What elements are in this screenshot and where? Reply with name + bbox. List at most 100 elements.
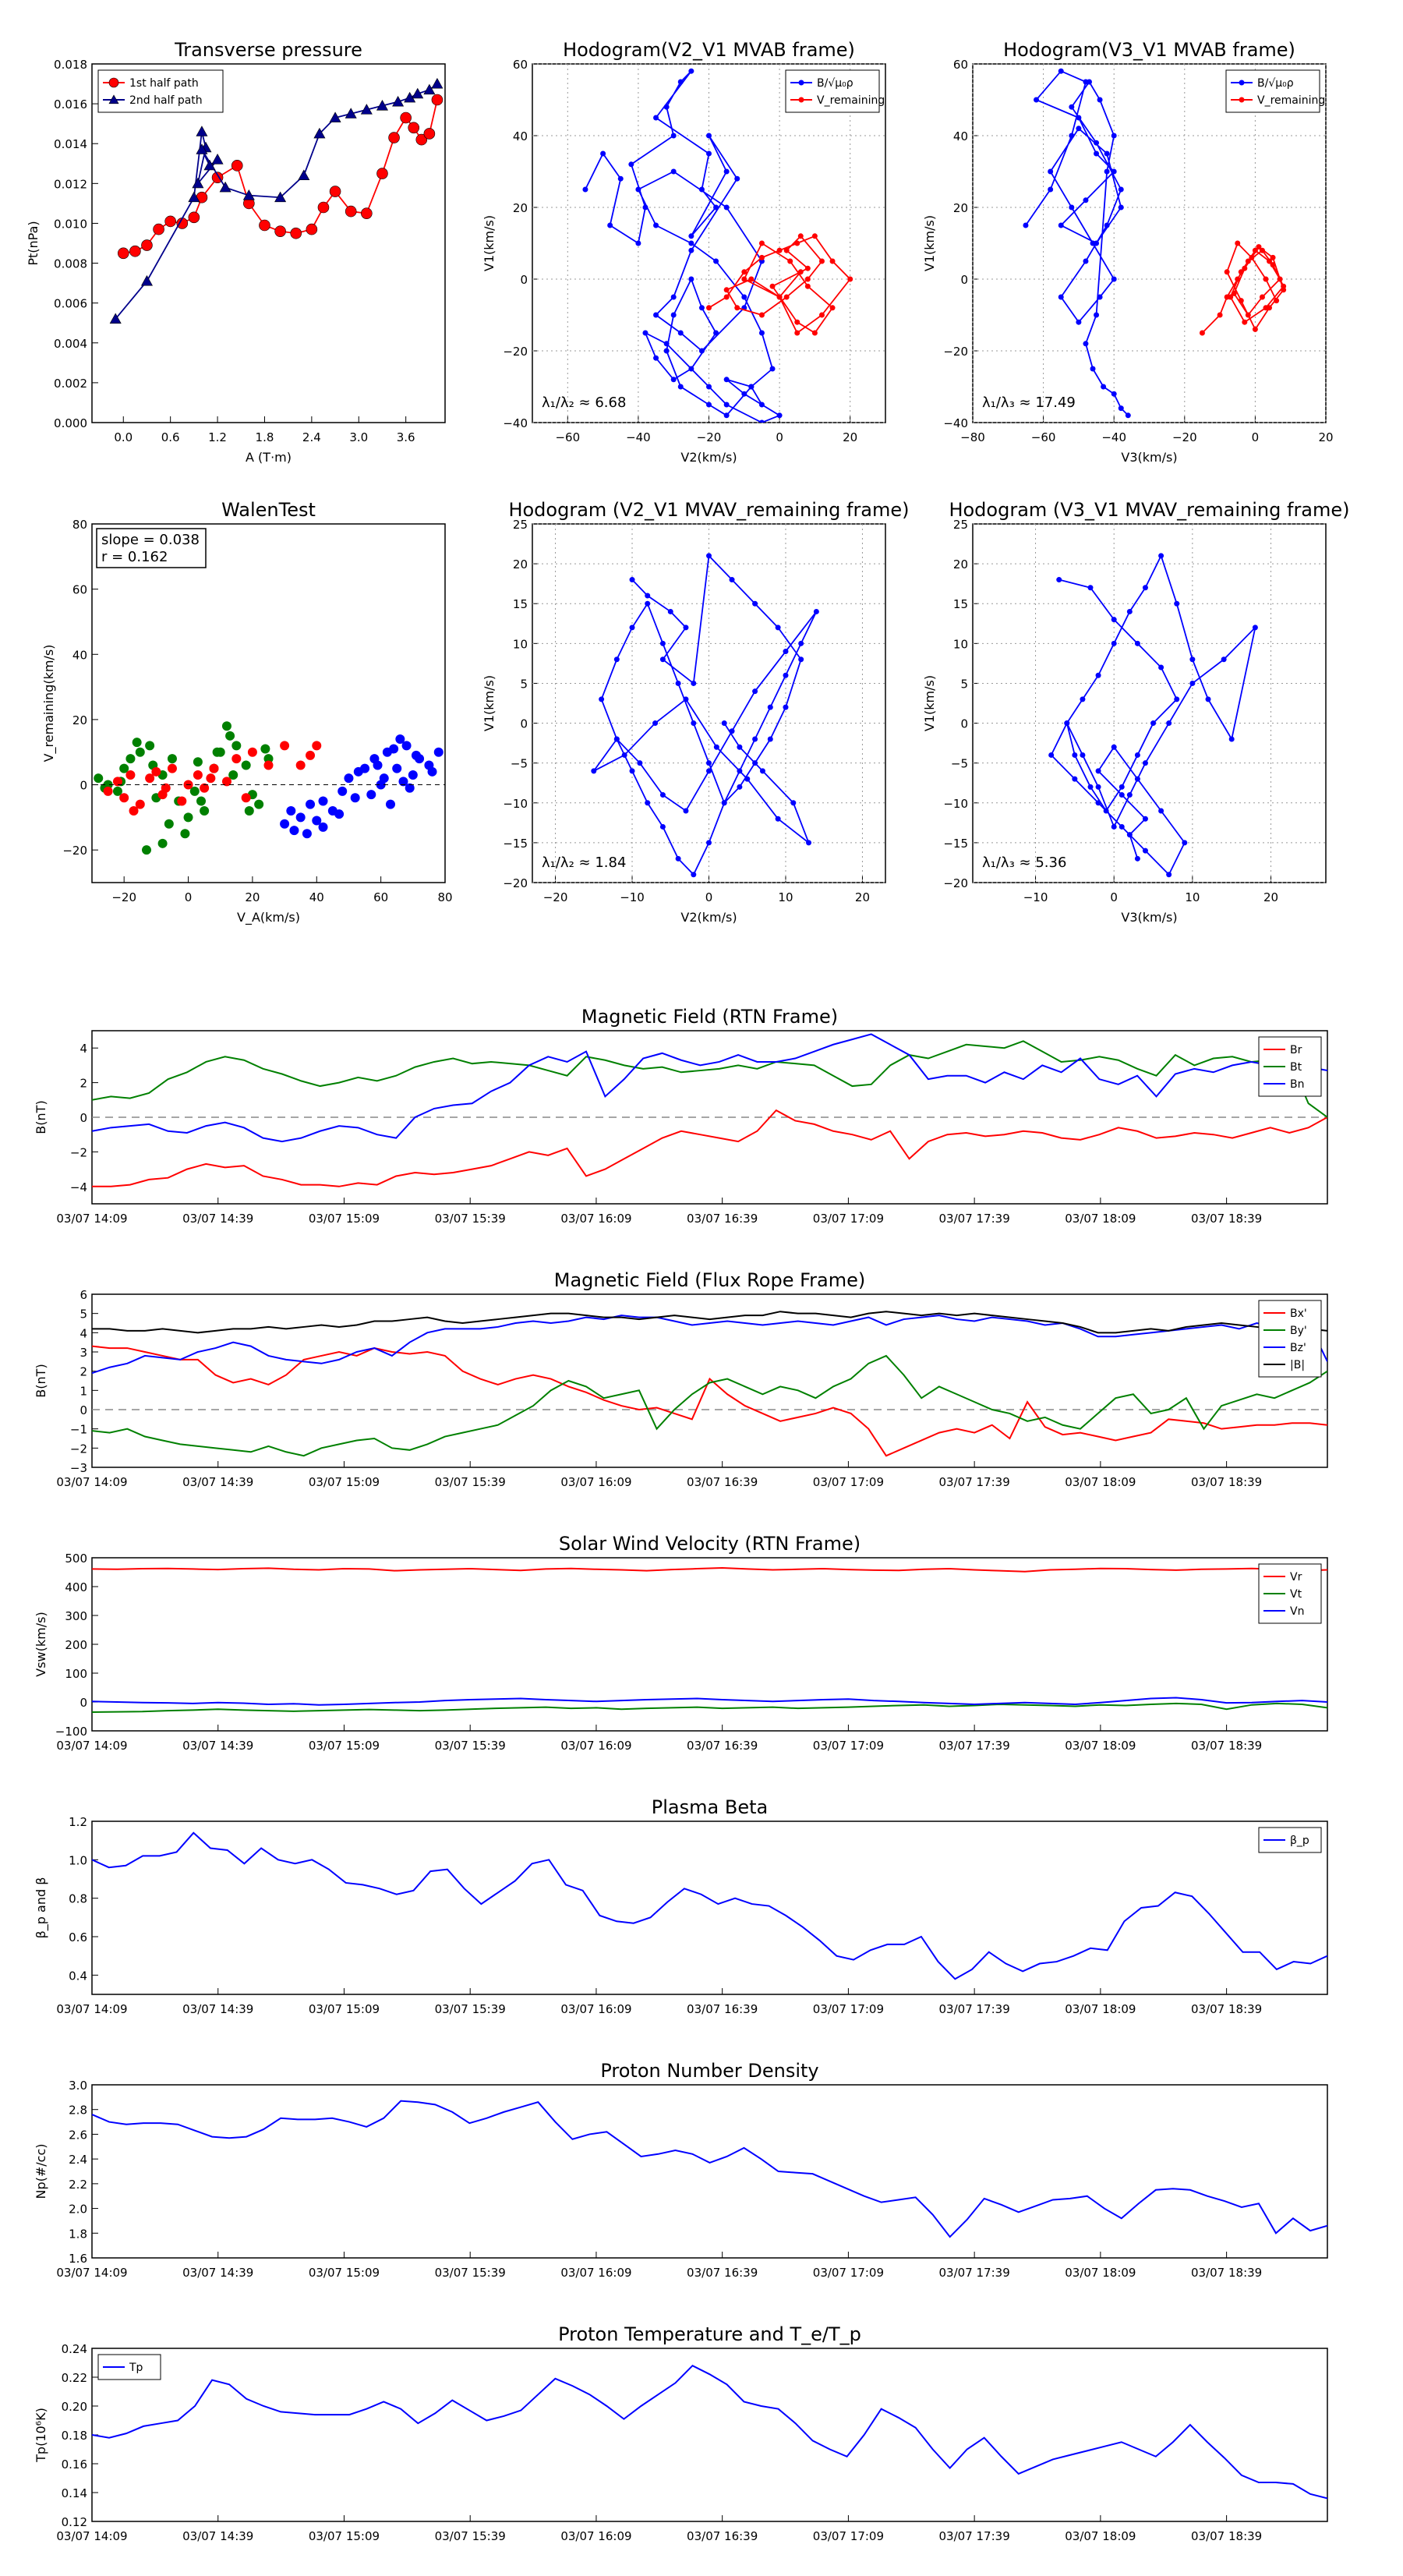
data-point	[329, 111, 341, 122]
x-tick-label: 03/07 18:09	[1065, 1475, 1136, 1489]
data-point	[653, 115, 659, 121]
data-point	[280, 819, 290, 829]
x-tick-label: 3.6	[397, 430, 415, 444]
y-tick-label: 20	[513, 557, 528, 571]
data-point	[263, 754, 274, 764]
y-tick-label: 0.22	[62, 2371, 87, 2385]
data-point	[1238, 269, 1244, 275]
y-tick-label: 60	[72, 583, 87, 597]
x-tick-label: −60	[1031, 430, 1056, 444]
data-point	[1048, 752, 1055, 758]
chart-solar_wind: Solar Wind Velocity (RTN Frame) −100 0 100 2…	[34, 1533, 1328, 1753]
data-point	[376, 168, 388, 179]
data-point	[196, 143, 208, 154]
data-point	[713, 204, 719, 211]
data-point	[783, 672, 789, 678]
x-tick-label: 03/07 16:39	[687, 1475, 758, 1489]
data-point	[1199, 330, 1205, 336]
x-tick-label: 03/07 17:39	[939, 2002, 1010, 2016]
y-tick-label: 0	[520, 717, 528, 731]
data-point	[376, 100, 388, 111]
y-tick-label: 20	[513, 201, 528, 215]
y-tick-label: 0.010	[54, 217, 87, 231]
x-tick-label: 03/07 17:39	[939, 2266, 1010, 2280]
chart-title: Plasma Beta	[652, 1796, 768, 1818]
x-tick-label: 03/07 16:09	[560, 1475, 631, 1489]
data-point	[119, 793, 129, 803]
legend-label: V_remaining	[1257, 94, 1325, 107]
series-group	[109, 77, 444, 324]
data-point	[125, 770, 136, 780]
data-point	[241, 760, 251, 770]
data-point	[196, 796, 207, 806]
data-point	[212, 747, 222, 757]
y-tick-label: 0.24	[62, 2342, 87, 2356]
data-point	[783, 704, 789, 710]
x-axis-label: A (T·m)	[246, 450, 292, 465]
y-axis-label: B(nT)	[34, 1364, 48, 1397]
data-point	[1142, 847, 1148, 854]
y-tick-label: 10	[953, 637, 968, 651]
data-point	[180, 829, 190, 839]
data-point	[798, 656, 804, 663]
data-point	[1182, 840, 1188, 846]
y-tick-label: 0.000	[54, 416, 87, 430]
data-point	[1235, 240, 1241, 246]
data-point	[748, 384, 755, 390]
data-point	[600, 150, 606, 157]
x-tick-label: 03/07 16:09	[560, 2002, 631, 2016]
series-group	[591, 553, 819, 878]
data-point	[1095, 768, 1101, 774]
x-tick-label: 03/07 18:39	[1191, 2529, 1262, 2543]
data-point	[259, 219, 270, 232]
chart-title: Hodogram(V3_V1 MVAB frame)	[1003, 39, 1295, 61]
data-point	[741, 269, 747, 275]
series-b--line	[1025, 70, 1129, 416]
annotation-text: λ₁/λ₂ ≈ 1.84	[542, 855, 626, 871]
legend-label: β_p	[1290, 1835, 1309, 1847]
x-tick-label: 03/07 18:09	[1065, 2529, 1136, 2543]
data-point	[1134, 752, 1140, 758]
data-point	[670, 133, 677, 139]
series-np-line	[92, 2100, 1327, 2238]
legend-marker	[108, 77, 119, 88]
y-axis-label: V1(km/s)	[922, 675, 937, 731]
data-point	[752, 600, 758, 607]
x-tick-label: 03/07 16:39	[687, 1739, 758, 1753]
data-point	[670, 377, 677, 383]
data-point	[818, 312, 825, 318]
y-tick-label: 1.0	[69, 1853, 87, 1867]
data-point	[783, 649, 789, 655]
data-point	[1267, 305, 1273, 311]
data-point	[345, 108, 357, 119]
data-point	[1134, 640, 1140, 646]
data-point	[683, 808, 689, 814]
series-v-remaining-line	[709, 235, 851, 334]
data-point	[1281, 287, 1287, 293]
data-point	[1221, 656, 1227, 663]
x-tick-label: 1.8	[256, 430, 274, 444]
x-tick-label: 03/07 14:39	[182, 1739, 253, 1753]
chart-title: Solar Wind Velocity (RTN Frame)	[559, 1533, 861, 1555]
data-point	[758, 419, 765, 423]
annotation-frame	[96, 528, 207, 568]
data-point	[1095, 800, 1101, 806]
series-group	[92, 1566, 1327, 1713]
data-point	[164, 819, 174, 829]
x-tick-label: 03/07 16:09	[560, 1739, 631, 1753]
y-tick-label: 2	[80, 1365, 87, 1379]
data-point	[1142, 585, 1148, 591]
x-tick-label: −20	[543, 890, 568, 904]
x-tick-label: 03/07 16:39	[687, 1212, 758, 1226]
legend-box	[1225, 69, 1320, 113]
y-tick-label: 3	[80, 1346, 87, 1360]
data-point	[723, 402, 730, 408]
data-point	[737, 784, 743, 790]
series--b--line	[92, 1311, 1327, 1334]
data-point	[298, 169, 310, 181]
y-axis-label: β_p and β	[34, 1877, 49, 1939]
x-tick-label: 03/07 14:09	[56, 2529, 127, 2543]
data-point	[1101, 384, 1107, 390]
y-tick-label: 0	[80, 1696, 87, 1710]
plot-area-frame	[91, 1821, 1328, 1995]
